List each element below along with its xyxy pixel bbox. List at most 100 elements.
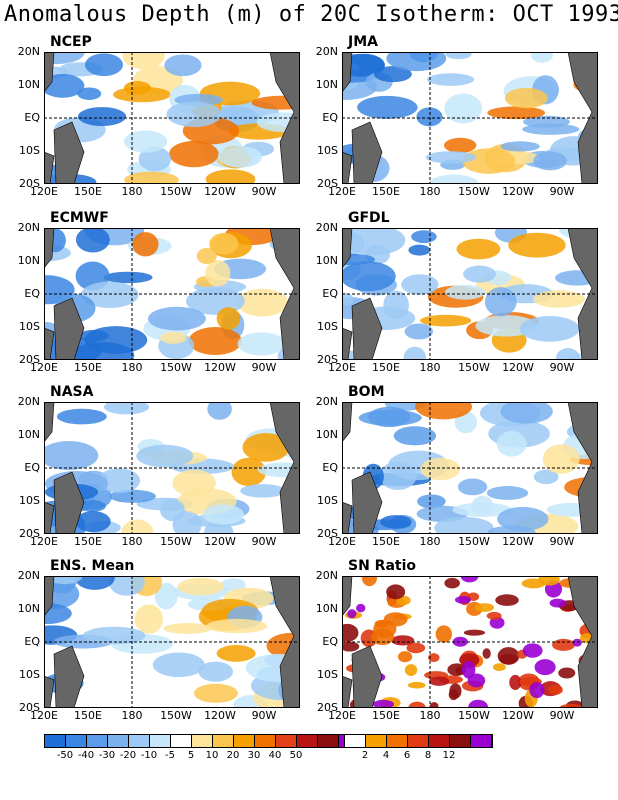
longitude-tick-label: 150E: [372, 361, 400, 374]
landmass: [44, 52, 55, 93]
contour-shading: [209, 232, 239, 255]
landmass: [342, 576, 353, 617]
contour-shading: [397, 651, 413, 663]
contour-shading: [123, 130, 168, 153]
longitude-tick-label: 180: [419, 361, 441, 374]
contour-shading: [504, 87, 548, 109]
latitude-tick-label: 20N: [17, 395, 40, 408]
longitude-tick-label: 150W: [458, 185, 490, 198]
contour-shading: [500, 402, 553, 424]
contour-shading: [342, 623, 359, 642]
contour-shading: [482, 648, 491, 659]
contour-shading: [559, 703, 583, 708]
contour-shading: [426, 73, 475, 86]
longitude-tick-label: 150W: [458, 361, 490, 374]
contour-shading: [77, 107, 127, 127]
latitude-tick-label: 10N: [17, 602, 40, 615]
contour-shading: [237, 332, 286, 356]
contour-shading: [163, 623, 212, 634]
map-panel-bom: BOM 20N 10N EQ 10S 20S 120E 150E 180 150W 120W 90W: [316, 384, 600, 548]
colorbar-swatch: [192, 735, 213, 747]
figure-title: Anomalous Depth (m) of 20C Isotherm: OCT…: [4, 2, 618, 27]
contour-shading: [445, 284, 486, 300]
contour-shading: [452, 636, 468, 647]
latitude-tick-label: 10S: [317, 494, 338, 507]
contour-shading: [486, 486, 529, 500]
contour-shading: [242, 433, 290, 462]
contour-shading: [521, 578, 546, 589]
panel-label: NCEP: [50, 34, 92, 50]
longitude-tick-label: 90W: [251, 361, 277, 374]
panel-label: SN Ratio: [348, 558, 417, 574]
landmass: [342, 151, 353, 184]
longitude-tick-label: 120W: [502, 361, 534, 374]
latitude-tick-label: 20N: [17, 221, 40, 234]
landmass: [269, 576, 300, 708]
contour-shading: [98, 468, 141, 493]
latitude-tick-label: 10N: [315, 254, 338, 267]
colorbar-swatch: [87, 735, 108, 747]
contour-shading: [84, 53, 123, 77]
contour-shading: [379, 461, 417, 491]
latitude-tick-label: 20N: [17, 45, 40, 58]
contour-shading: [205, 169, 256, 184]
landmass: [53, 645, 85, 708]
contour-shading: [160, 499, 185, 522]
contour-shading: [216, 307, 241, 330]
contour-shading: [44, 52, 85, 65]
contour-shading: [533, 290, 585, 308]
landmass: [44, 576, 55, 617]
anomaly-map: [44, 576, 300, 708]
contour-shading: [403, 346, 427, 360]
contour-shading: [347, 609, 357, 619]
map-panel-nasa: NASA 20N 10N EQ 10S 20S 120E 150E 180 150W 120W 90W: [18, 384, 302, 548]
contour-shading: [343, 228, 406, 256]
longitude-tick-label: 120E: [30, 535, 58, 548]
latitude-tick-label: EQ: [322, 461, 338, 474]
contour-shading: [74, 576, 115, 590]
map-panel-gfdl: GFDL 20N 10N EQ 10S 20S 120E 150E 180 150W 120W 90W: [316, 210, 600, 374]
longitude-tick-label: 180: [419, 709, 441, 722]
contour-shading: [166, 101, 222, 128]
contour-shading: [391, 635, 415, 646]
contour-shading: [103, 271, 153, 284]
contour-shading: [558, 667, 576, 679]
longitude-tick-label: 120W: [502, 185, 534, 198]
contour-shading: [457, 478, 488, 496]
contour-shading: [152, 652, 205, 678]
longitude-tick-label: 150E: [74, 185, 102, 198]
contour-shading: [44, 603, 72, 625]
colorbar-swatch: [171, 735, 192, 747]
colorbar-label: 10: [205, 750, 219, 761]
contour-shading: [198, 661, 234, 682]
contour-shading: [44, 441, 99, 470]
landmass: [342, 501, 353, 534]
contour-shading: [386, 52, 447, 72]
landmass: [269, 402, 300, 534]
longitude-tick-label: 180: [121, 361, 143, 374]
landmass: [351, 645, 383, 708]
anomaly-map: [44, 228, 300, 360]
contour-shading: [484, 287, 517, 317]
latitude-tick-label: 20N: [315, 221, 338, 234]
latitude-tick-label: 10S: [317, 320, 338, 333]
longitude-tick-label: 180: [121, 185, 143, 198]
map-frame: [342, 52, 598, 184]
colorbar-label: 12: [442, 750, 456, 761]
landmass: [342, 327, 353, 360]
longitude-tick-label: 120W: [204, 535, 236, 548]
contour-shading: [386, 584, 406, 600]
contour-shading: [71, 342, 135, 360]
contour-shading: [393, 426, 437, 446]
contour-shading: [471, 495, 494, 515]
landmass: [53, 121, 85, 184]
latitude-tick-label: 20N: [17, 569, 40, 582]
map-panel-sn-ratio: SN Ratio 20N 10N EQ 10S 20S 120E 150E 180 150W 120…: [316, 558, 600, 722]
colorbar-label: -10: [140, 750, 158, 761]
landmass: [53, 471, 85, 534]
longitude-tick-label: 120E: [328, 535, 356, 548]
latitude-tick-label: 20S: [317, 527, 338, 540]
anomaly-colorbar: [44, 734, 361, 748]
contour-shading: [406, 642, 426, 654]
landmass: [351, 297, 383, 360]
